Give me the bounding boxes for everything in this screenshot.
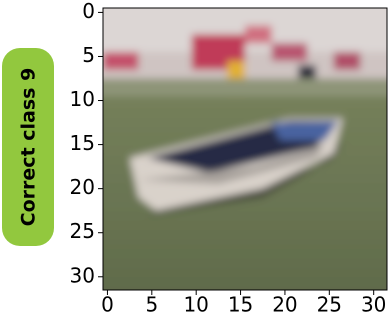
y-tick-label: 20 xyxy=(70,175,95,199)
y-tick-label: 0 xyxy=(82,0,95,23)
image xyxy=(94,0,392,299)
x-tick-label: 30 xyxy=(361,293,386,317)
x-tick-label: 20 xyxy=(272,293,297,317)
x-tick-label: 0 xyxy=(101,293,114,317)
y-tick-label: 15 xyxy=(70,131,95,155)
y-tick-label: 10 xyxy=(70,87,95,111)
x-tick-label: 5 xyxy=(145,293,158,317)
x-tick-label: 25 xyxy=(317,293,342,317)
x-tick-label: 15 xyxy=(228,293,253,317)
chart: Correct class 9 051015202530051015202530 xyxy=(0,0,392,325)
y-tick-label: 30 xyxy=(70,263,95,287)
y-tick-label: 5 xyxy=(82,43,95,67)
x-tick-label: 10 xyxy=(183,293,208,317)
class-label: Correct class 9 xyxy=(18,68,40,227)
y-tick-label: 25 xyxy=(70,219,95,243)
